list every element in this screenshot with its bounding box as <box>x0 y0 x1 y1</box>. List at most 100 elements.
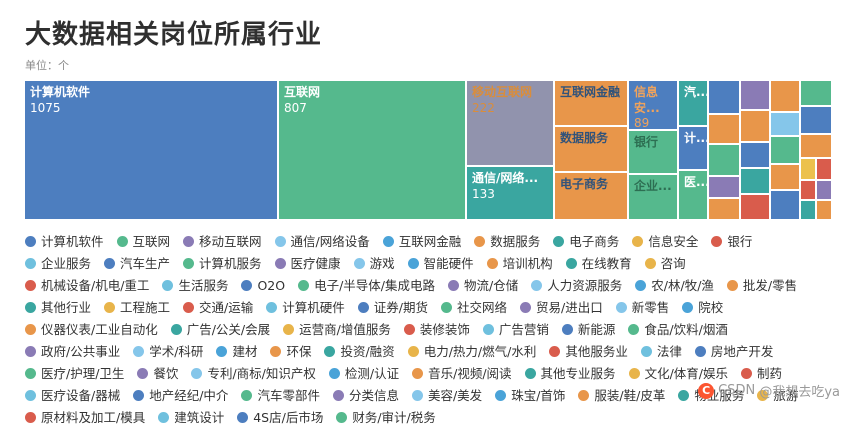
legend-item-label: 法律 <box>656 344 682 359</box>
legend-item[interactable]: O2O <box>241 277 285 294</box>
legend-item[interactable]: 汽车零部件 <box>241 387 320 404</box>
legend-item[interactable]: 医疗/护理/卫生 <box>25 365 124 382</box>
treemap-node[interactable]: 电子商务 <box>555 173 627 219</box>
treemap-node[interactable]: 移动互联网 222 <box>467 81 553 165</box>
legend-item[interactable]: 社交网络 <box>440 299 507 316</box>
legend-item[interactable]: 其他专业服务 <box>524 365 616 382</box>
legend-dot-icon <box>682 302 694 313</box>
legend-item[interactable]: 广告营销 <box>482 321 549 338</box>
legend-item[interactable]: 其他服务业 <box>549 343 628 360</box>
legend-item-label: 在线教育 <box>581 256 632 271</box>
treemap-node[interactable]: 数据服务 <box>555 127 627 171</box>
legend-item[interactable]: 银行 <box>711 233 752 250</box>
legend-item[interactable]: 食品/饮料/烟酒 <box>628 321 728 338</box>
legend-item[interactable]: 建筑设计 <box>158 409 224 426</box>
legend-item[interactable]: 电子/半导体/集成电路 <box>298 277 435 294</box>
legend-item[interactable]: 计算机服务 <box>183 255 262 272</box>
treemap-fragment <box>817 201 831 219</box>
legend-item-label: 音乐/视频/阅读 <box>428 366 512 381</box>
legend-item[interactable]: 数据服务 <box>474 233 540 250</box>
legend-item[interactable]: 环保 <box>270 343 311 360</box>
legend-dot-icon <box>565 258 577 269</box>
legend-item[interactable]: 房地产开发 <box>694 343 773 360</box>
legend-item[interactable]: 广告/公关/会展 <box>170 321 270 338</box>
legend-item[interactable]: 医疗健康 <box>274 255 341 272</box>
legend-item-label: 分类信息 <box>348 388 399 403</box>
legend-item[interactable]: 服装/鞋/皮革 <box>578 387 665 404</box>
legend-item[interactable]: 餐饮 <box>137 365 178 382</box>
legend-item[interactable]: 信息安全 <box>632 233 698 250</box>
legend-item[interactable]: 投资/融资 <box>324 343 395 360</box>
treemap-node[interactable]: 计... <box>679 127 707 169</box>
legend-item[interactable]: 建材 <box>216 343 257 360</box>
legend-item[interactable]: 咨询 <box>644 255 686 272</box>
legend-dot-icon <box>283 324 295 335</box>
legend-item[interactable]: 人力资源服务 <box>531 277 622 294</box>
treemap-fragment <box>801 81 831 105</box>
legend-item[interactable]: 美容/美发 <box>411 387 482 404</box>
legend-dot-icon <box>486 258 498 269</box>
legend-item[interactable]: 移动互联网 <box>183 233 262 250</box>
treemap-node[interactable]: 互联网金融 <box>555 81 627 125</box>
treemap-node[interactable]: 银行 <box>629 131 677 173</box>
legend-item[interactable]: 检测/认证 <box>328 365 399 382</box>
legend-dot-icon <box>403 324 415 335</box>
legend-item[interactable]: 原材料及加工/模具 <box>25 409 145 426</box>
legend-item[interactable]: 文化/体育/娱乐 <box>628 365 728 382</box>
treemap-node[interactable]: 汽... <box>679 81 707 125</box>
legend-item[interactable]: 机械设备/机电/重工 <box>25 277 149 294</box>
legend-item[interactable]: 证券/期货 <box>357 299 428 316</box>
treemap-node[interactable]: 医... <box>679 171 707 219</box>
legend-item[interactable]: 互联网金融 <box>382 233 461 250</box>
legend-item[interactable]: 其他行业 <box>25 299 91 316</box>
legend-item[interactable]: 音乐/视频/阅读 <box>412 365 512 382</box>
legend-item[interactable]: 仪器仪表/工业自动化 <box>25 321 158 338</box>
legend-item[interactable]: 财务/审计/税务 <box>336 409 436 426</box>
legend-item[interactable]: 工程施工 <box>104 299 170 316</box>
legend-item[interactable]: 智能硬件 <box>407 255 474 272</box>
legend-item[interactable]: 运营商/增值服务 <box>283 321 391 338</box>
legend-item[interactable]: 装修装饰 <box>403 321 470 338</box>
legend-item[interactable]: 旅游 <box>757 387 798 404</box>
legend-item[interactable]: 贸易/进出口 <box>520 299 603 316</box>
legend-item[interactable]: 游戏 <box>353 255 395 272</box>
legend-item-label: 建材 <box>232 344 258 359</box>
legend-item[interactable]: 学术/科研 <box>133 343 203 360</box>
legend-item[interactable]: 政府/公共事业 <box>25 343 120 360</box>
legend-item[interactable]: 通信/网络设备 <box>274 233 370 250</box>
legend-item[interactable]: 交通/运输 <box>183 299 253 316</box>
legend-dot-icon <box>440 302 452 313</box>
legend-item[interactable]: 制药 <box>741 365 782 382</box>
legend-item[interactable]: 分类信息 <box>332 387 399 404</box>
legend-item[interactable]: 4S店/后市场 <box>237 409 323 426</box>
legend-item[interactable]: 新零售 <box>615 299 669 316</box>
legend-item[interactable]: 珠宝/首饰 <box>495 387 565 404</box>
legend-item[interactable]: 计算机硬件 <box>266 299 345 316</box>
legend-item[interactable]: 农/林/牧/渔 <box>635 277 714 294</box>
legend-item[interactable]: 生活服务 <box>162 277 228 294</box>
treemap-node[interactable]: 信息安... 89 <box>629 81 677 129</box>
legend-dot-icon <box>104 258 116 269</box>
legend-item[interactable]: 互联网 <box>116 233 170 250</box>
treemap-node[interactable]: 企业... <box>629 175 677 219</box>
legend-item[interactable]: 在线教育 <box>565 255 632 272</box>
legend-item[interactable]: 院校 <box>682 299 723 316</box>
legend-item[interactable]: 电子商务 <box>553 233 619 250</box>
legend-item[interactable]: 物流/仓储 <box>448 277 518 294</box>
legend-item[interactable]: 企业服务 <box>25 255 91 272</box>
legend-item[interactable]: 法律 <box>640 343 682 360</box>
legend-dot-icon <box>332 390 344 401</box>
treemap-node[interactable]: 通信/网络... 133 <box>467 167 553 219</box>
legend-item[interactable]: 专利/商标/知识产权 <box>191 365 316 382</box>
legend-item[interactable]: 培训机构 <box>486 255 553 272</box>
legend-item[interactable]: 汽车生产 <box>104 255 170 272</box>
legend-item[interactable]: 电力/热力/燃气/水利 <box>407 343 536 360</box>
legend-dot-icon <box>726 280 738 291</box>
legend-item[interactable]: 医疗设备/器械 <box>25 387 120 404</box>
treemap-node[interactable]: 计算机软件 1075 <box>25 81 277 219</box>
legend-item[interactable]: 批发/零售 <box>726 277 797 294</box>
legend-item[interactable]: 新能源 <box>561 321 615 338</box>
treemap-node[interactable]: 互联网 807 <box>279 81 465 219</box>
legend-item[interactable]: 计算机软件 <box>25 233 104 250</box>
legend-item[interactable]: 地产经纪/中介 <box>133 387 228 404</box>
